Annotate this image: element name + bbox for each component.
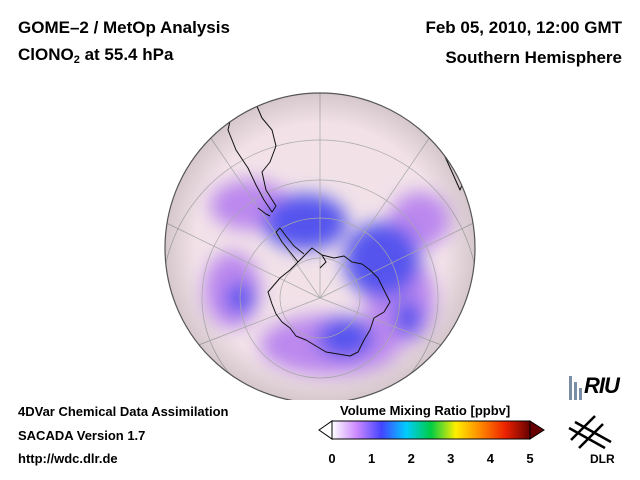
footer-line-2: SACADA Version 1.7 xyxy=(18,428,146,443)
riu-logo-text: RIU xyxy=(584,373,620,398)
riu-bar xyxy=(569,376,572,400)
dlr-logo-text: DLR xyxy=(590,452,615,466)
colorbar-low-arrow xyxy=(318,420,333,440)
hemisphere-label: Southern Hemisphere xyxy=(445,48,622,67)
title-line-2: ClONO2 at 55.4 hPa xyxy=(18,45,173,66)
riu-bar xyxy=(574,382,577,400)
colorbar-tick-label: 5 xyxy=(526,451,534,466)
globe-map xyxy=(164,92,476,400)
riu-logo-mark xyxy=(569,376,582,400)
dlr-logo-mark xyxy=(568,415,612,450)
colorbar xyxy=(318,420,545,440)
colorbar-gradient xyxy=(331,420,531,440)
colorbar-tick-label: 0 xyxy=(328,451,336,466)
globe-shading xyxy=(165,93,475,400)
globe-outline xyxy=(164,92,476,400)
colorbar-tick-label: 4 xyxy=(486,451,494,466)
colorbar-title: Volume Mixing Ratio [ppbv] xyxy=(340,403,511,418)
footer-line-1: 4DVar Chemical Data Assimilation xyxy=(18,404,229,419)
species-subscript: 2 xyxy=(73,54,80,66)
riu-bar xyxy=(579,388,582,400)
title-line-1: GOME–2 / MetOp Analysis xyxy=(18,18,230,37)
colorbar-high-arrow xyxy=(529,420,545,440)
species-name: ClONO xyxy=(18,45,74,64)
pressure-level: at 55.4 hPa xyxy=(79,45,174,64)
colorbar-tick-label: 1 xyxy=(367,451,376,466)
colorbar-tick-label: 3 xyxy=(447,451,455,466)
footer-url[interactable]: http://wdc.dlr.de xyxy=(18,451,118,466)
date-label: Feb 05, 2010, 12:00 GMT xyxy=(425,18,622,37)
colorbar-tick-label: 2 xyxy=(407,451,415,466)
